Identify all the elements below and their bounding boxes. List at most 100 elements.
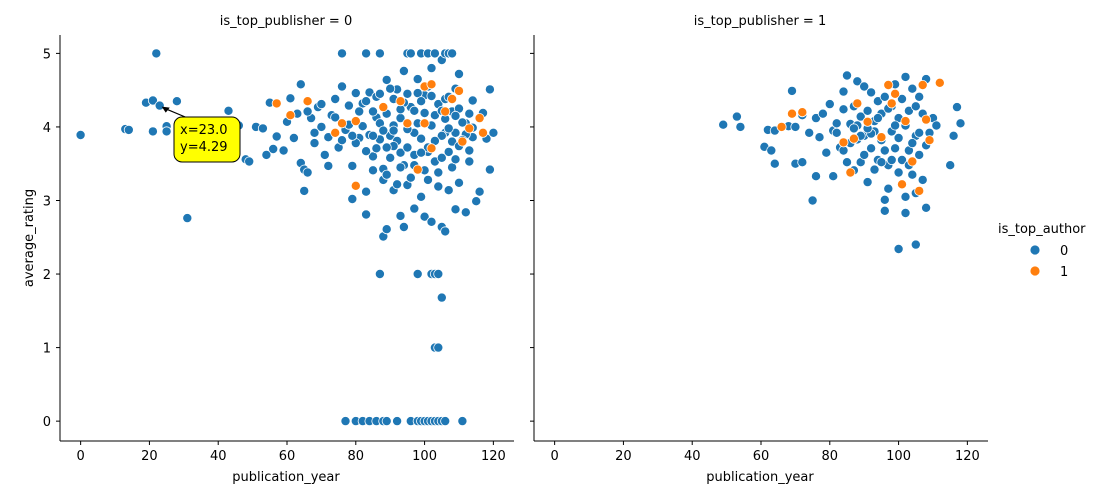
data-point: [787, 85, 798, 96]
data-point: [900, 116, 911, 127]
data-point: [879, 194, 890, 205]
data-point: [848, 133, 859, 144]
axes: 0 20 40 60 80 100 120: [530, 35, 988, 464]
data-point: [900, 207, 911, 218]
data-point: [433, 181, 444, 192]
data-point: [450, 204, 461, 215]
data-point: [398, 221, 409, 232]
data-point: [453, 69, 464, 80]
data-point: [828, 171, 839, 182]
data-point: [361, 186, 372, 197]
data-point: [419, 108, 430, 119]
data-point: [395, 210, 406, 221]
data-point: [388, 125, 399, 136]
data-point: [323, 160, 334, 171]
data-point: [261, 149, 272, 160]
data-point: [182, 213, 193, 224]
data-point: [147, 126, 158, 137]
x-tick-label: 40: [210, 449, 227, 464]
data-point: [790, 121, 801, 132]
data-point: [855, 111, 866, 122]
data-point: [151, 48, 162, 59]
data-point: [900, 191, 911, 202]
data-point: [883, 80, 894, 91]
data-point: [866, 143, 877, 154]
data-point: [285, 110, 296, 121]
data-point: [787, 108, 798, 119]
data-point: [464, 123, 475, 134]
data-point: [897, 94, 908, 105]
data-point: [147, 95, 158, 106]
data-point: [443, 123, 454, 134]
x-tick-label: 100: [412, 449, 437, 464]
x-axis-label: publication_year: [706, 470, 814, 485]
legend-entry-0: 0: [1029, 244, 1068, 259]
data-point: [395, 147, 406, 158]
y-tick-label: 0: [43, 415, 51, 430]
legend-marker: [1029, 265, 1041, 277]
data-point: [443, 146, 454, 157]
data-point: [474, 186, 485, 197]
data-point: [436, 130, 447, 141]
data-point: [436, 292, 447, 303]
data-point: [316, 121, 327, 132]
series-0: [718, 70, 966, 254]
data-point: [859, 149, 870, 160]
tooltip-text: x=23.0: [180, 123, 228, 138]
data-point: [309, 138, 320, 149]
series-0: [75, 48, 499, 427]
data-point: [350, 88, 361, 99]
x-tick-label: 100: [886, 449, 911, 464]
tooltip-arrowhead: [161, 106, 170, 113]
data-point: [890, 120, 901, 131]
data-point: [381, 416, 392, 427]
data-point: [464, 108, 475, 119]
data-tooltip: x=23.0 y=4.29: [161, 106, 241, 163]
data-point: [302, 167, 313, 178]
legend-entry-1: 1: [1029, 265, 1068, 280]
data-point: [897, 179, 908, 190]
data-point: [893, 243, 904, 254]
data-point: [412, 268, 423, 279]
data-point: [910, 101, 921, 112]
data-point: [271, 131, 282, 142]
data-point: [921, 202, 932, 213]
data-point: [886, 98, 897, 109]
data-point: [804, 127, 815, 138]
data-point: [361, 146, 372, 157]
data-point: [161, 126, 172, 137]
data-point: [350, 180, 361, 191]
data-point: [831, 127, 842, 138]
data-point: [378, 102, 389, 113]
data-point: [75, 129, 86, 140]
tooltip-text: y=4.29: [180, 140, 228, 155]
data-point: [474, 113, 485, 124]
data-point: [453, 177, 464, 188]
x-tick-label: 60: [753, 449, 770, 464]
data-point: [405, 48, 416, 59]
data-point: [336, 48, 347, 59]
data-point: [924, 135, 935, 146]
data-point: [295, 79, 306, 90]
data-point: [426, 216, 437, 227]
data-point: [471, 196, 482, 207]
data-point: [900, 71, 911, 82]
data-point: [381, 74, 392, 85]
data-point: [464, 145, 475, 156]
data-point: [735, 121, 746, 132]
data-point: [910, 239, 921, 250]
data-point: [416, 133, 427, 144]
data-point: [484, 84, 495, 95]
data-point: [433, 342, 444, 353]
data-point: [429, 48, 440, 59]
data-point: [367, 130, 378, 141]
y-tick-label: 5: [43, 47, 51, 62]
data-point: [354, 106, 365, 117]
x-tick-label: 120: [955, 449, 980, 464]
data-point: [893, 132, 904, 143]
data-point: [347, 193, 358, 204]
data-point: [731, 111, 742, 122]
data-point: [457, 117, 468, 128]
data-point: [426, 91, 437, 102]
